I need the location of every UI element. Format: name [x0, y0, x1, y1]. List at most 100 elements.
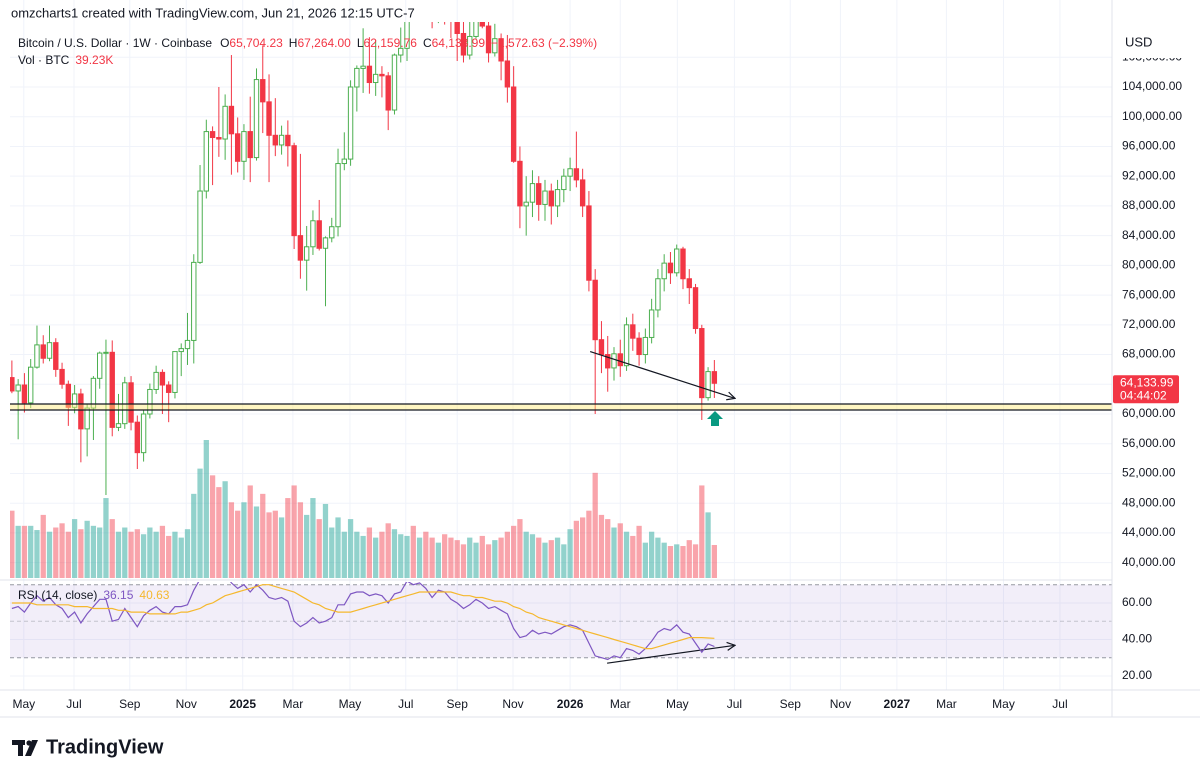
- y-tick-label: 76,000.00: [1122, 287, 1176, 301]
- candle-body: [260, 79, 266, 103]
- candle-body: [617, 353, 623, 367]
- y-tick-label: 80,000.00: [1122, 258, 1176, 272]
- candle-body: [241, 131, 247, 162]
- volume-bar: [203, 440, 209, 578]
- volume-bar: [630, 535, 636, 578]
- y-tick-label: 68,000.00: [1122, 347, 1176, 361]
- volume-bar: [235, 510, 241, 578]
- volume-bar: [297, 502, 304, 578]
- volume-bar: [517, 519, 523, 578]
- candle-body: [460, 32, 467, 56]
- volume-bar: [90, 525, 97, 578]
- volume-bar: [435, 542, 442, 578]
- candle-body: [592, 279, 598, 341]
- volume-bar: [592, 472, 598, 578]
- candle-body: [115, 423, 122, 428]
- candle-body: [147, 388, 153, 415]
- trend-line: [589, 351, 735, 399]
- candle-body: [234, 133, 241, 162]
- volume-bar: [15, 525, 21, 578]
- x-tick-label: Nov: [502, 697, 523, 711]
- volume-bar: [448, 537, 454, 578]
- volume-bar: [605, 519, 611, 578]
- candle-body: [103, 351, 109, 354]
- candle-body: [341, 158, 347, 165]
- candle-body: [159, 371, 166, 386]
- candle-body: [10, 377, 15, 392]
- candle-body: [674, 248, 680, 274]
- candle-body: [316, 220, 322, 249]
- x-tick-label: Sep: [119, 697, 141, 711]
- volume-bar: [398, 534, 404, 578]
- rsi-title: RSI (14, close): [18, 588, 97, 602]
- candle-body: [90, 377, 97, 409]
- candle-body: [479, 22, 485, 27]
- volume-bar: [385, 523, 391, 578]
- volume-bar: [115, 531, 122, 578]
- volume-bar: [166, 535, 172, 578]
- ohlc-key: L: [357, 36, 364, 50]
- candle-body: [385, 75, 391, 111]
- candle-body: [347, 86, 354, 160]
- volume-bar: [10, 510, 15, 578]
- volume-bar: [423, 531, 429, 578]
- candle-body: [561, 175, 567, 191]
- x-tick-label: May: [992, 697, 1015, 711]
- volume-bar: [209, 475, 216, 578]
- candle-body: [272, 134, 279, 146]
- candle-body: [642, 336, 649, 356]
- candle-body: [680, 248, 686, 280]
- volume-name: Vol · BTC: [18, 53, 70, 67]
- candle-body: [203, 131, 210, 192]
- volume-bar: [97, 527, 103, 578]
- candle-body: [21, 384, 28, 404]
- volume-bar: [134, 529, 140, 578]
- volume-bar: [492, 540, 498, 578]
- volume-bar: [304, 514, 310, 578]
- x-tick-label: Jul: [66, 697, 81, 711]
- volume-bar: [536, 537, 542, 578]
- candle-body: [310, 220, 316, 248]
- candle-body: [573, 168, 580, 181]
- candle-body: [630, 324, 636, 339]
- volume-bar: [147, 527, 153, 578]
- candle-body: [655, 278, 661, 311]
- volume-bar: [222, 481, 228, 578]
- volume-bar: [473, 542, 479, 578]
- volume-bar: [40, 514, 46, 578]
- candle-body: [372, 73, 379, 84]
- y-tick-label: 60,000.00: [1122, 406, 1176, 420]
- candle-body: [529, 183, 536, 203]
- volume-bar: [529, 534, 536, 578]
- volume-bar: [554, 537, 561, 578]
- volume-bar: [285, 498, 291, 578]
- attribution: omzcharts1 created with TradingView.com,…: [11, 5, 415, 20]
- symbol: Bitcoin / U.S. Dollar · 1W · Coinbase: [18, 36, 212, 50]
- candle-body: [96, 352, 103, 379]
- volume-bar: [511, 525, 517, 578]
- candle-body: [598, 339, 605, 356]
- brand: TradingView: [46, 736, 164, 758]
- volume-bar: [216, 487, 222, 578]
- volume-bar: [266, 512, 272, 578]
- y-tick-label: 92,000.00: [1122, 168, 1176, 182]
- volume-bar: [379, 531, 385, 578]
- volume-bar: [128, 531, 134, 578]
- x-tick-label: Sep: [780, 697, 802, 711]
- volume-bar: [184, 529, 191, 578]
- candle-body: [379, 73, 385, 77]
- rsi-line: [11, 584, 715, 650]
- candle-body: [485, 25, 492, 54]
- volume-bar: [122, 527, 128, 578]
- candle-body: [278, 134, 285, 146]
- candle-body: [297, 235, 304, 261]
- ohlc-key: C: [423, 36, 432, 50]
- volume-bar: [278, 517, 285, 578]
- x-tick-label: 2026: [557, 697, 584, 711]
- volume-bar: [329, 527, 335, 578]
- candle-body: [473, 22, 479, 37]
- x-tick-label: May: [339, 697, 362, 711]
- volume-bar: [53, 527, 59, 578]
- candle-body: [492, 38, 498, 54]
